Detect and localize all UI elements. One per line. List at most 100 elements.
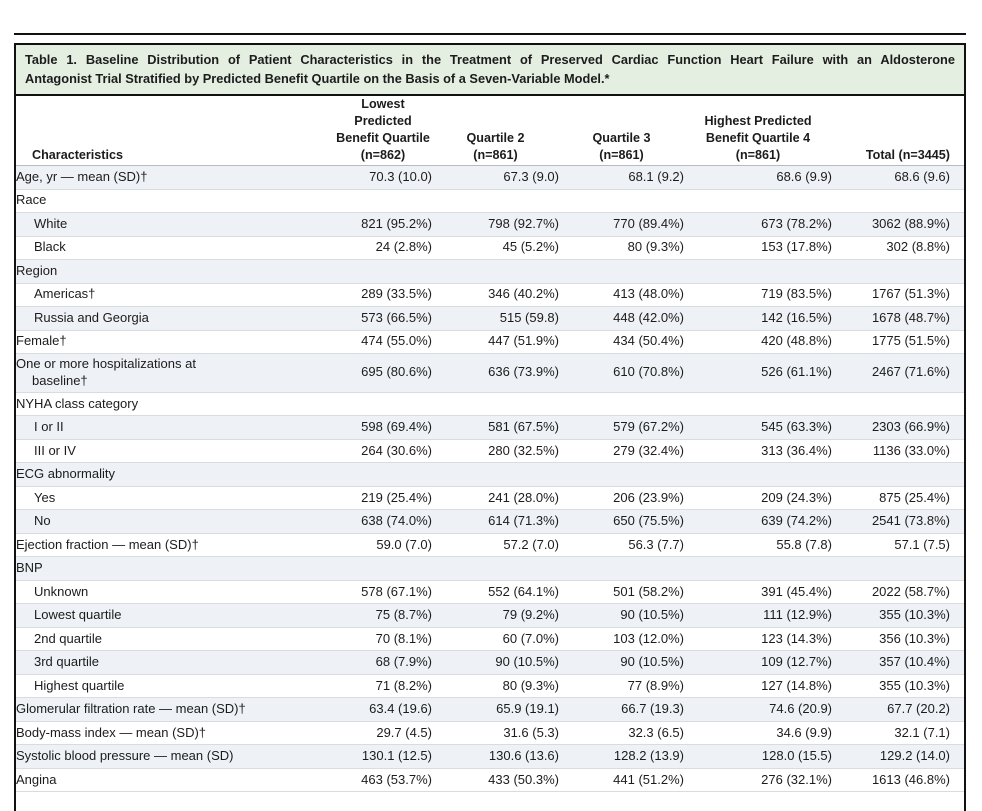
table-row: Russia and Georgia 573 (66.5%) 515 (59.8… (16, 307, 964, 331)
cell-lowest-quartile: 463 (53.7%) (361, 771, 432, 787)
cell-lowest-quartile: 70.3 (10.0) (369, 168, 432, 184)
table-row: Region (16, 260, 964, 284)
row-label: Angina (16, 771, 57, 787)
cell-highest-quartile: 142 (16.5%) (761, 309, 832, 325)
cell-lowest-quartile: 695 (80.6%) (361, 364, 432, 380)
table-row: White 821 (95.2%) 798 (92.7%) 770 (89.4%… (16, 213, 964, 237)
table-row: ECG abnormality (16, 463, 964, 487)
cell-quartile-3: 448 (42.0%) (613, 309, 684, 325)
row-label: Yes (34, 489, 56, 505)
table-header-row: Characteristics Lowest Predicted Benefit… (16, 96, 964, 166)
table-row: Age, yr — mean (SD)† 70.3 (10.0) 67.3 (9… (16, 166, 964, 190)
cell-quartile-3: 103 (12.0%) (613, 630, 684, 646)
cell-quartile-3: 90 (10.5%) (620, 654, 684, 670)
header-quartile-3: Quartile 3 (n=861) (592, 131, 651, 162)
cell-highest-quartile: 209 (24.3%) (761, 489, 832, 505)
cell-lowest-quartile: 130.1 (12.5) (361, 748, 432, 764)
cell-quartile-2: 447 (51.9%) (488, 333, 559, 349)
table-row: Body-mass index — mean (SD)† 29.7 (4.5) … (16, 722, 964, 746)
cell-quartile-2: 80 (9.3%) (502, 677, 559, 693)
row-label: Russia and Georgia (34, 309, 149, 325)
cell-quartile-2: 241 (28.0%) (488, 489, 559, 505)
cell-lowest-quartile: 821 (95.2%) (361, 215, 432, 231)
cell-quartile-3: 90 (10.5%) (620, 607, 684, 623)
cell-quartile-2: 130.6 (13.6) (488, 748, 559, 764)
cell-total: 1613 (46.8%) (871, 771, 950, 787)
row-label: White (34, 215, 68, 231)
table-row: No 638 (74.0%) 614 (71.3%) 650 (75.5%) 6… (16, 510, 964, 534)
row-label: 2nd quartile (34, 630, 102, 646)
cell-total: 2467 (71.6%) (871, 364, 950, 380)
table-row: Ejection fraction — mean (SD)† 59.0 (7.0… (16, 534, 964, 558)
cell-quartile-2: 636 (73.9%) (488, 364, 559, 380)
cell-quartile-2: 798 (92.7%) (488, 215, 559, 231)
cell-quartile-2: 433 (50.3%) (488, 771, 559, 787)
cell-quartile-2: 90 (10.5%) (495, 654, 559, 670)
cell-lowest-quartile: 24 (2.8%) (375, 239, 432, 255)
cell-total: 2541 (73.8%) (871, 513, 950, 529)
cell-highest-quartile: 313 (36.4%) (761, 442, 832, 458)
cell-total: 1678 (48.7%) (871, 309, 950, 325)
cell-total: 129.2 (14.0) (879, 748, 950, 764)
cell-highest-quartile: 391 (45.4%) (761, 583, 832, 599)
cell-highest-quartile: 673 (78.2%) (761, 215, 832, 231)
row-label: I or II (34, 419, 64, 435)
table-row: BNP (16, 557, 964, 581)
header-quartile-2: Quartile 2 (n=861) (466, 131, 525, 162)
cell-total: 67.7 (20.2) (887, 701, 950, 717)
cell-quartile-3: 279 (32.4%) (613, 442, 684, 458)
cell-quartile-3: 77 (8.9%) (627, 677, 684, 693)
cell-lowest-quartile: 59.0 (7.0) (376, 536, 432, 552)
cell-highest-quartile: 153 (17.8%) (761, 239, 832, 255)
row-label: One or more hospitalizations at baseline… (16, 356, 196, 388)
row-label: NYHA class category (16, 395, 139, 411)
row-label: Lowest quartile (34, 607, 122, 623)
cell-lowest-quartile: 638 (74.0%) (361, 513, 432, 529)
cell-highest-quartile: 111 (12.9%) (763, 607, 832, 623)
table-row: Glomerular filtration rate — mean (SD)† … (16, 698, 964, 722)
table-row: 2nd quartile 70 (8.1%) 60 (7.0%) 103 (12… (16, 628, 964, 652)
cell-total: 302 (8.8%) (886, 239, 950, 255)
cell-highest-quartile: 123 (14.3%) (761, 630, 832, 646)
cell-quartile-2: 60 (7.0%) (502, 630, 559, 646)
cell-lowest-quartile: 578 (67.1%) (361, 583, 432, 599)
cell-lowest-quartile: 289 (33.5%) (361, 286, 432, 302)
cell-quartile-3: 441 (51.2%) (613, 771, 684, 787)
cell-quartile-2: 581 (67.5%) (488, 419, 559, 435)
table-row: Female† 474 (55.0%) 447 (51.9%) 434 (50.… (16, 331, 964, 354)
cell-quartile-3: 128.2 (13.9) (613, 748, 684, 764)
table-row: Yes 219 (25.4%) 241 (28.0%) 206 (23.9%) … (16, 487, 964, 511)
table-1-frame: Table 1. Baseline Distribution of Patien… (14, 43, 966, 811)
table-row: I or II 598 (69.4%) 581 (67.5%) 579 (67.… (16, 416, 964, 440)
cell-lowest-quartile: 70 (8.1%) (375, 630, 432, 646)
cell-quartile-3: 501 (58.2%) (613, 583, 684, 599)
header-characteristics: Characteristics (32, 148, 124, 162)
cell-highest-quartile: 128.0 (15.5) (761, 748, 832, 764)
cell-highest-quartile: 276 (32.1%) (761, 771, 832, 787)
cell-lowest-quartile: 264 (30.6%) (361, 442, 432, 458)
row-label: Region (16, 262, 58, 278)
row-label: Highest quartile (34, 677, 125, 693)
cell-quartile-3: 434 (50.4%) (613, 333, 684, 349)
header-highest-quartile: Highest Predicted Benefit Quartile 4 (n=… (704, 114, 812, 162)
row-label: Systolic blood pressure — mean (SD) (16, 748, 234, 764)
table-top-rule (14, 33, 966, 35)
row-label: Black (34, 239, 66, 255)
table-title-line2: Antagonist Trial Stratified by Predicted… (25, 71, 610, 86)
table-row: Lowest quartile 75 (8.7%) 79 (9.2%) 90 (… (16, 604, 964, 628)
row-label: Ejection fraction — mean (SD)† (16, 536, 199, 552)
cell-total: 355 (10.3%) (879, 677, 950, 693)
cell-total: 68.6 (9.6) (894, 168, 950, 184)
cell-quartile-2: 45 (5.2%) (502, 239, 559, 255)
cell-lowest-quartile: 71 (8.2%) (375, 677, 432, 693)
row-label: ECG abnormality (16, 466, 115, 482)
cell-quartile-2: 67.3 (9.0) (503, 168, 559, 184)
table-row: Race (16, 190, 964, 213)
cell-highest-quartile: 719 (83.5%) (761, 286, 832, 302)
cell-lowest-quartile: 29.7 (4.5) (376, 724, 432, 740)
cell-total: 57.1 (7.5) (894, 536, 950, 552)
cell-lowest-quartile: 598 (69.4%) (361, 419, 432, 435)
cell-lowest-quartile: 219 (25.4%) (361, 489, 432, 505)
row-label: Race (16, 192, 47, 208)
cell-total: 355 (10.3%) (879, 607, 950, 623)
